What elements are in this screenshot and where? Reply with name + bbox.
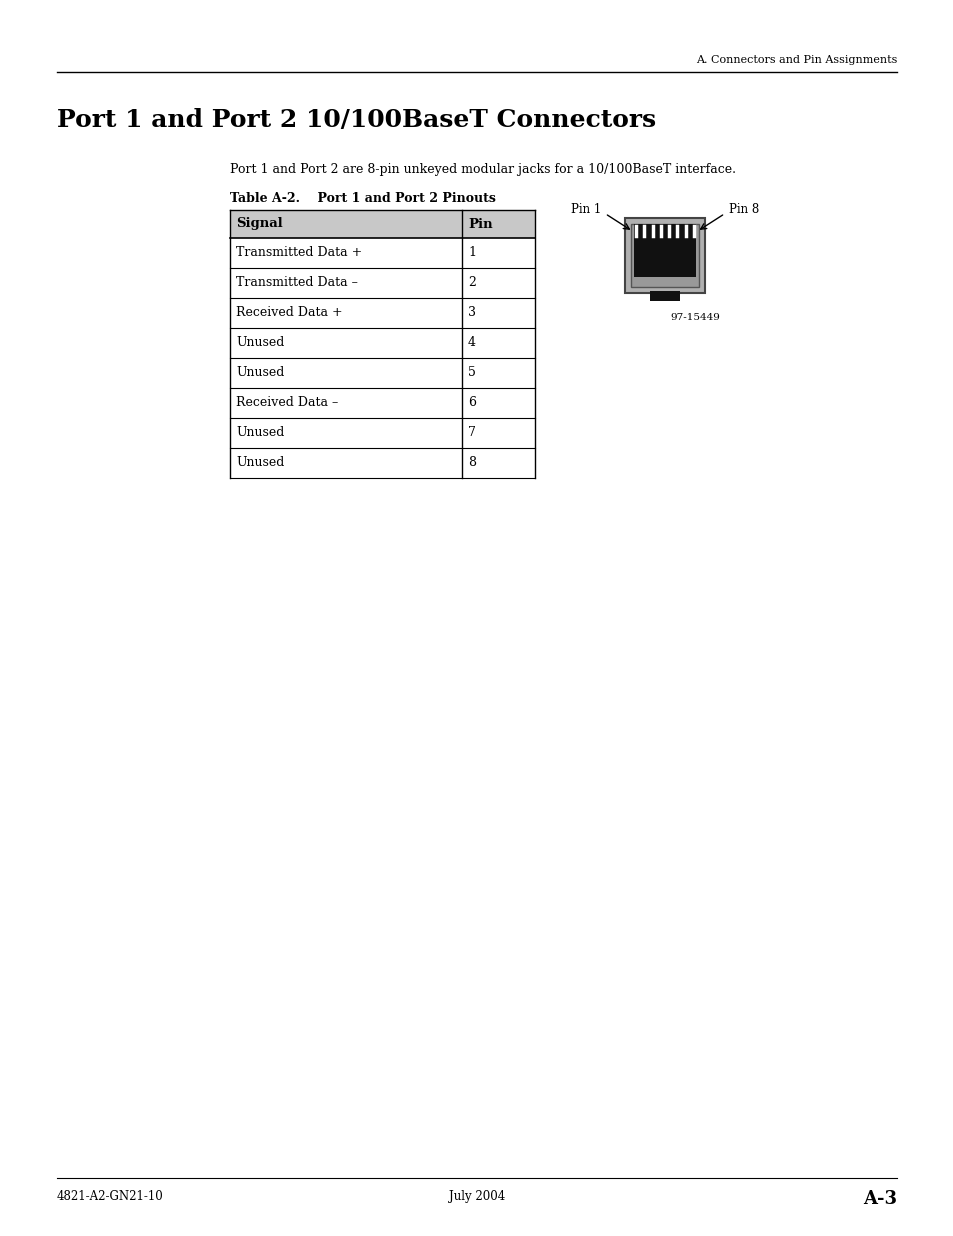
Text: Unused: Unused	[235, 336, 284, 350]
Text: 8: 8	[468, 456, 476, 470]
Text: 2: 2	[468, 277, 476, 289]
Text: Received Data +: Received Data +	[235, 307, 342, 319]
Text: Unused: Unused	[235, 426, 284, 440]
Bar	[630, 224, 699, 287]
Text: Unused: Unused	[235, 367, 284, 379]
Text: Transmitted Data –: Transmitted Data –	[235, 277, 357, 289]
Text: 4821-A2-GN21-10: 4821-A2-GN21-10	[57, 1190, 164, 1203]
Text: 5: 5	[468, 367, 476, 379]
Text: A-3: A-3	[862, 1190, 896, 1208]
Text: Table A-2.    Port 1 and Port 2 Pinouts: Table A-2. Port 1 and Port 2 Pinouts	[230, 192, 496, 205]
Text: A. Connectors and Pin Assignments: A. Connectors and Pin Assignments	[695, 54, 896, 66]
Text: Transmitted Data +: Transmitted Data +	[235, 246, 362, 260]
Text: 6: 6	[468, 397, 476, 409]
Text: 97-15449: 97-15449	[669, 313, 720, 321]
Bar	[649, 290, 679, 300]
Text: July 2004: July 2004	[449, 1190, 504, 1203]
Text: Port 1 and Port 2 10/100BaseT Connectors: Port 1 and Port 2 10/100BaseT Connectors	[57, 108, 656, 132]
Text: Signal: Signal	[235, 218, 282, 230]
Text: 3: 3	[468, 307, 476, 319]
Text: Port 1 and Port 2 are 8-pin unkeyed modular jacks for a 10/100BaseT interface.: Port 1 and Port 2 are 8-pin unkeyed modu…	[230, 163, 735, 176]
Bar	[634, 224, 696, 277]
Text: Unused: Unused	[235, 456, 284, 470]
Text: Received Data –: Received Data –	[235, 397, 338, 409]
FancyBboxPatch shape	[624, 218, 704, 293]
Text: Pin 8: Pin 8	[728, 203, 759, 216]
Text: Pin: Pin	[468, 218, 492, 230]
Text: 7: 7	[468, 426, 476, 440]
Bar	[230, 210, 535, 239]
Text: 1: 1	[468, 246, 476, 260]
Text: 4: 4	[468, 336, 476, 350]
Text: Pin 1: Pin 1	[570, 203, 600, 216]
